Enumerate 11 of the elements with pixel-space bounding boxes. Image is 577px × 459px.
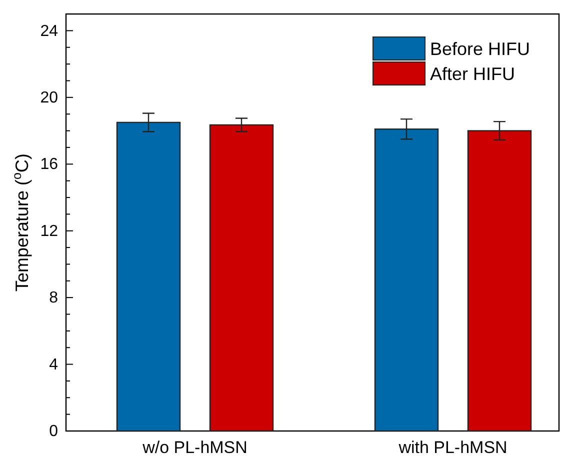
x-tick-label: with PL-hMSN bbox=[398, 438, 508, 458]
y-tick-label: 4 bbox=[49, 356, 58, 374]
legend-label: Before HIFU bbox=[430, 39, 530, 59]
y-tick-label: 0 bbox=[49, 423, 58, 440]
x-tick-label: w/o PL-hMSN bbox=[142, 438, 248, 458]
y-tick-label: 12 bbox=[40, 222, 58, 240]
y-tick-label: 24 bbox=[40, 22, 58, 40]
y-tick-label: 16 bbox=[40, 156, 58, 174]
legend-label: After HIFU bbox=[430, 64, 516, 84]
y-tick-label: 8 bbox=[49, 290, 58, 307]
y-tick-label: 20 bbox=[40, 90, 58, 107]
